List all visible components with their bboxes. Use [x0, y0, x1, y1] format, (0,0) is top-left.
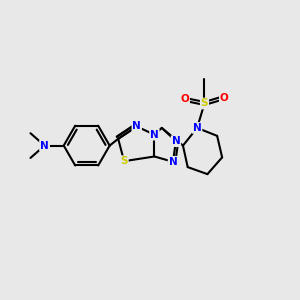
- Text: N: N: [193, 123, 202, 133]
- Text: N: N: [150, 130, 159, 140]
- Text: N: N: [40, 141, 49, 151]
- Text: N: N: [172, 136, 180, 146]
- Text: O: O: [180, 94, 189, 104]
- Text: N: N: [169, 157, 177, 167]
- Text: S: S: [120, 156, 128, 166]
- Text: N: N: [132, 122, 141, 131]
- Text: O: O: [220, 93, 229, 103]
- Text: N: N: [40, 141, 49, 151]
- Text: S: S: [201, 98, 208, 109]
